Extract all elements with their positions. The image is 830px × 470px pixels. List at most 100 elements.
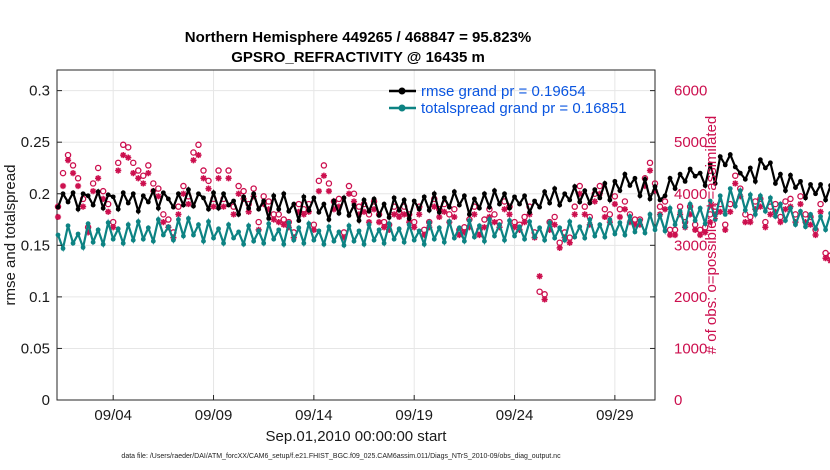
obs-assimilated-point <box>687 211 694 218</box>
obs-possible-point <box>150 180 157 187</box>
obs-possible-point <box>611 193 619 200</box>
rmse-point <box>456 202 462 208</box>
rmse-point <box>637 193 643 199</box>
asterisk-stroke <box>636 221 644 228</box>
obs-possible-point <box>260 193 267 200</box>
obs-possible-point <box>491 211 498 218</box>
rmse-point <box>125 200 131 206</box>
rmse-point <box>492 188 497 194</box>
asterisk-stroke <box>416 211 423 218</box>
y-tick-label: 0.25 <box>21 134 50 151</box>
totalspread-point <box>75 231 81 237</box>
totalspread-point <box>421 241 427 247</box>
obs-possible-point <box>195 141 202 149</box>
asterisk-stroke <box>466 224 473 231</box>
rmse-point <box>396 207 402 213</box>
rmse-point <box>246 205 252 211</box>
rmse-point <box>256 206 262 212</box>
obs-assimilated-point <box>280 221 287 228</box>
asterisk-stroke <box>717 208 724 215</box>
rmse-point <box>296 218 302 223</box>
asterisk-stroke <box>631 221 639 228</box>
legend-rmse-marker <box>398 87 406 95</box>
rmse-point <box>687 166 693 172</box>
asterisk-stroke <box>180 190 187 197</box>
asterisk-stroke <box>556 244 563 251</box>
asterisk-stroke <box>275 219 282 226</box>
totalspread-point <box>176 217 181 222</box>
rmse-point <box>391 195 397 201</box>
rmse-point <box>697 170 703 176</box>
obs-assimilated-point <box>330 206 338 213</box>
obs-assimilated-point <box>416 211 423 218</box>
right-tick-label: 5000 <box>674 134 707 151</box>
rmse-point <box>376 213 382 218</box>
metric-lines <box>55 151 830 253</box>
rmse-point <box>657 197 663 203</box>
totalspread-point <box>803 224 808 230</box>
totalspread-point <box>226 222 231 228</box>
totalspread-point <box>341 242 347 248</box>
rmse-point <box>808 182 813 187</box>
obs-possible-point <box>822 249 829 257</box>
obs-assimilated-point <box>596 190 603 197</box>
asterisk-stroke <box>401 211 408 218</box>
asterisk-stroke <box>320 172 327 179</box>
totalspread-point <box>762 208 768 214</box>
rmse-point <box>371 196 377 202</box>
totalspread-point <box>788 205 793 211</box>
obs-assimilated-point <box>671 231 679 239</box>
totalspread-point <box>692 218 698 223</box>
obs-assimilated-point <box>551 221 558 228</box>
obs-assimilated-point <box>210 203 217 210</box>
totalspread-point <box>346 223 352 229</box>
obs-assimilated-point <box>220 203 227 210</box>
obs-possible-point <box>536 288 543 295</box>
obs-assimilated-point <box>421 231 428 239</box>
totalspread-point <box>366 222 372 228</box>
obs-assimilated-point <box>310 226 317 233</box>
rmse-point <box>406 216 412 221</box>
obs-possible-point <box>325 180 333 187</box>
chart-title: Northern Hemisphere 449265 / 468847 = 95… <box>185 29 531 46</box>
obs-possible-point <box>777 213 784 221</box>
totalspread-point <box>632 229 638 235</box>
totalspread-point <box>677 208 683 214</box>
rmse-point <box>266 216 272 221</box>
totalspread-point <box>717 193 723 199</box>
rmse-point <box>196 191 201 197</box>
rmse-point <box>752 178 758 184</box>
totalspread-point <box>597 222 603 228</box>
totalspread-point <box>702 221 708 227</box>
totalspread-point <box>622 232 628 238</box>
rmse-point <box>276 206 282 212</box>
totalspread-point <box>331 238 337 244</box>
asterisk-stroke <box>822 255 829 262</box>
obs-assimilated-point <box>802 219 809 226</box>
obs-assimilated-point <box>110 224 117 231</box>
rmse-point <box>75 206 81 212</box>
obs-assimilated-point <box>767 211 774 218</box>
totalspread-point <box>391 236 397 242</box>
asterisk-stroke <box>160 219 167 226</box>
rmse-point <box>55 204 61 210</box>
rmse-point <box>110 194 116 200</box>
obs-possible-point <box>461 224 468 231</box>
totalspread-point <box>316 228 322 234</box>
totalspread-point <box>466 218 472 223</box>
rmse-point <box>617 188 623 194</box>
totalspread-point <box>592 233 598 239</box>
rmse-point <box>206 206 211 212</box>
obs-assimilated-point <box>797 200 804 208</box>
rmse-point <box>301 194 307 200</box>
obs-assimilated-point <box>752 206 759 213</box>
x-axis-label: Sep.01,2010 00:00:00 start <box>266 428 448 445</box>
obs-assimilated-point <box>631 221 639 228</box>
asterisk-stroke <box>110 224 117 231</box>
rmse-point <box>747 165 753 171</box>
obs-assimilated-point <box>692 226 699 233</box>
asterisk-stroke <box>752 206 759 213</box>
asterisk-stroke <box>541 296 548 303</box>
obs-assimilated-point <box>601 213 608 221</box>
